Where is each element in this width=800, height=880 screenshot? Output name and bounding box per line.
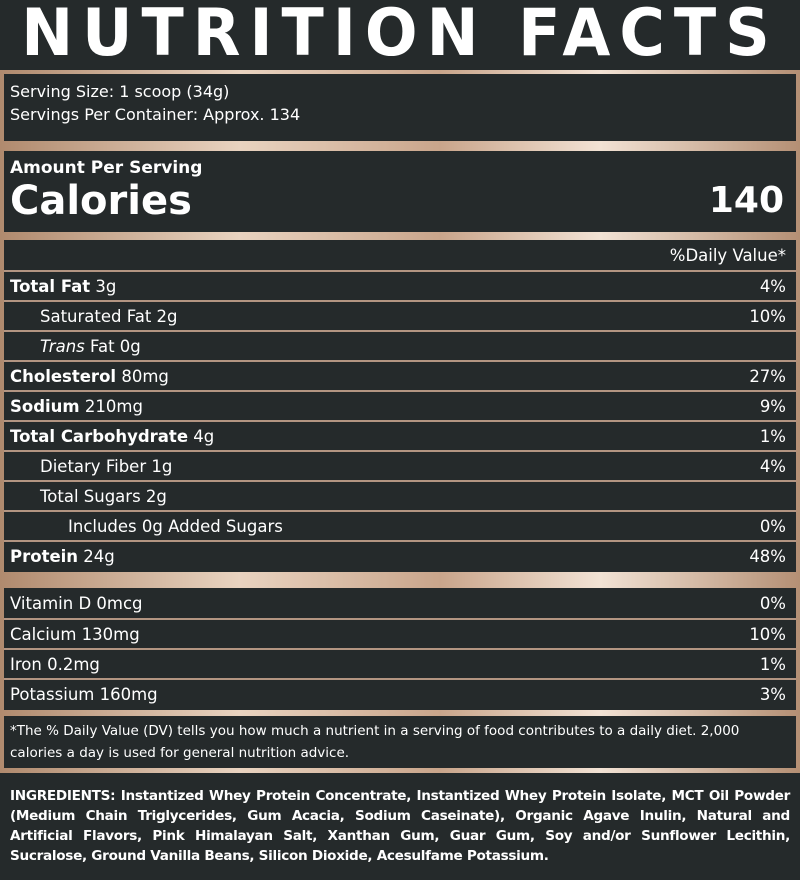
nutrient-dv: 4% — [759, 276, 786, 296]
footnote: *The % Daily Value (DV) tells you how mu… — [4, 716, 796, 768]
nutrient-dv: 9% — [759, 396, 786, 416]
calories-label: Calories — [10, 178, 192, 224]
nutrient-name: Dietary Fiber 1g — [40, 456, 173, 476]
servings-per-container: Servings Per Container: Approx. 134 — [10, 105, 301, 124]
vitamin-name: Iron 0.2mg — [10, 654, 100, 674]
nutrient-amount: 3g — [90, 276, 117, 296]
nutrient-name: Total Carbohydrate — [10, 426, 189, 446]
vitamin-dv: 0% — [759, 593, 786, 613]
vitamin-dv: 1% — [759, 654, 786, 674]
nutrient-dv: 4% — [759, 456, 786, 476]
vitamin-name: Calcium 130mg — [10, 624, 140, 644]
nutrient-name: Total Fat — [10, 276, 91, 296]
calories-value: 140 — [708, 180, 784, 221]
nutrient-dv: 48% — [749, 546, 786, 566]
vitamin-dv: 3% — [759, 684, 786, 704]
nutrient-amount: 4g — [188, 426, 215, 446]
serving-size: Serving Size: 1 scoop (34g) — [10, 82, 230, 101]
nutrient-amount: 24g — [78, 546, 115, 566]
vitamin-name: Potassium 160mg — [10, 684, 158, 704]
nutrition-label: Serving Size: 1 scoop (34g) Servings Per… — [0, 70, 800, 773]
nutrient-name: Total Sugars 2g — [40, 486, 167, 506]
daily-value-header: %Daily Value* — [669, 245, 786, 265]
serving-info: Serving Size: 1 scoop (34g) Servings Per… — [4, 74, 796, 141]
title: NUTRITION FACTS — [0, 0, 800, 72]
nutrients-table: %Daily Value* Total Fat 3g 4% Saturated F… — [4, 240, 796, 572]
vitamin-name: Vitamin D 0mcg — [10, 593, 143, 613]
calories-section: Amount Per Serving Calories 140 — [4, 151, 796, 232]
nutrient-dv: 1% — [759, 426, 786, 446]
nutrient-name: Sodium — [10, 396, 80, 416]
nutrient-dv: 27% — [749, 366, 786, 386]
nutrient-amount: 210mg — [79, 396, 143, 416]
nutrient-name: Cholesterol — [10, 366, 117, 386]
amount-per-serving: Amount Per Serving — [10, 158, 203, 178]
nutrient-amount: Fat 0g — [84, 336, 141, 356]
nutrient-amount: 80mg — [116, 366, 169, 386]
nutrient-name: Protein — [10, 546, 79, 566]
nutrient-name: Includes 0g Added Sugars — [68, 516, 283, 536]
nutrient-dv: 10% — [749, 306, 786, 326]
nutrient-name: Saturated Fat 2g — [40, 306, 178, 326]
vitamins-table: Vitamin D 0mcg 0% Calcium 130mg 10% Iron 0… — [4, 588, 796, 710]
nutrient-name: Trans — [40, 336, 85, 356]
vitamin-dv: 10% — [749, 624, 786, 644]
ingredients: INGREDIENTS: Instantized Whey Protein Co… — [10, 788, 790, 864]
nutrient-dv: 0% — [759, 516, 786, 536]
